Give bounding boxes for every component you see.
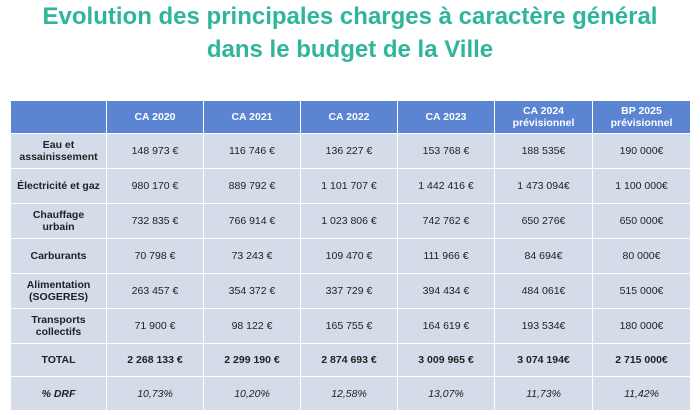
table-cell: 148 973 € [106, 133, 204, 169]
title-line-2: dans le budget de la Ville [206, 36, 494, 63]
row-label: Carburants [10, 238, 107, 274]
table-cell: 98 122 € [203, 308, 301, 344]
table-row: Alimentation (SOGERES) 263 457 €354 372 €3… [10, 273, 691, 309]
table-cell: 337 729 € [300, 273, 398, 309]
table-cell: 732 835 € [106, 203, 204, 239]
charges-table: CA 2020 CA 2021 CA 2022 CA 2023 CA 2024 prévi… [10, 100, 691, 411]
table-cell: 2 715 000€ [592, 343, 691, 377]
page-title: Evolution des principales charges à cara… [0, 0, 700, 66]
column-header: CA 2023 [397, 100, 495, 134]
table-cell: 109 470 € [300, 238, 398, 274]
table-cell: 116 746 € [203, 133, 301, 169]
table-cell: 484 061€ [494, 273, 593, 309]
table-cell: 766 914 € [203, 203, 301, 239]
column-header: CA 2024 prévisionnel [494, 100, 593, 134]
row-label: TOTAL [10, 343, 107, 377]
table-cell: 1 442 416 € [397, 168, 495, 204]
table-cell: 1 100 000€ [592, 168, 691, 204]
table-cell: 164 619 € [397, 308, 495, 344]
column-header: CA 2020 [106, 100, 204, 134]
header-corner [10, 100, 107, 134]
table-cell: 394 434 € [397, 273, 495, 309]
table-cell: 70 798 € [106, 238, 204, 274]
table-cell: 71 900 € [106, 308, 204, 344]
table-row: Électricité et gaz 980 170 €889 792 €1 10… [10, 168, 691, 204]
table-body: Eau et assainissement 148 973 €116 746 €13… [10, 133, 691, 411]
table-cell: 12,58% [300, 376, 398, 411]
row-label: Eau et assainissement [10, 133, 107, 169]
row-label: Électricité et gaz [10, 168, 107, 204]
drf-row: % DRF 10,73% 10,20% 12,58% 13,07% 11,73% 11,42… [10, 376, 691, 411]
table-cell: 188 535€ [494, 133, 593, 169]
table-cell: 136 227 € [300, 133, 398, 169]
row-label: Chauffage urbain [10, 203, 107, 239]
table-cell: 165 755 € [300, 308, 398, 344]
table-cell: 2 874 693 € [300, 343, 398, 377]
table-cell: 742 762 € [397, 203, 495, 239]
table-row: Eau et assainissement 148 973 €116 746 €13… [10, 133, 691, 169]
table-cell: 515 000€ [592, 273, 691, 309]
table-cell: 80 000€ [592, 238, 691, 274]
title-line-1: Evolution des principales charges à cara… [42, 3, 658, 30]
table-cell: 11,42% [592, 376, 691, 411]
table-cell: 13,07% [397, 376, 495, 411]
table-row: Carburants 70 798 €73 243 €109 470 €111 9… [10, 238, 691, 274]
table-cell: 153 768 € [397, 133, 495, 169]
table-cell: 650 000€ [592, 203, 691, 239]
table-cell: 3 009 965 € [397, 343, 495, 377]
row-label: Transports collectifs [10, 308, 107, 344]
column-header: BP 2025 prévisionnel [592, 100, 691, 134]
table-cell: 190 000€ [592, 133, 691, 169]
table-cell: 354 372 € [203, 273, 301, 309]
table-cell: 11,73% [494, 376, 593, 411]
table-row: Transports collectifs 71 900 €98 122 €165 … [10, 308, 691, 344]
table-cell: 2 268 133 € [106, 343, 204, 377]
table-cell: 650 276€ [494, 203, 593, 239]
table-cell: 111 966 € [397, 238, 495, 274]
table-cell: 980 170 € [106, 168, 204, 204]
column-header: CA 2022 [300, 100, 398, 134]
column-header: CA 2021 [203, 100, 301, 134]
table-cell: 73 243 € [203, 238, 301, 274]
table-cell: 180 000€ [592, 308, 691, 344]
table-cell: 84 694€ [494, 238, 593, 274]
table-cell: 10,73% [106, 376, 204, 411]
table-cell: 10,20% [203, 376, 301, 411]
table-cell: 3 074 194€ [494, 343, 593, 377]
table-cell: 193 534€ [494, 308, 593, 344]
row-label: % DRF [10, 376, 107, 411]
table-cell: 889 792 € [203, 168, 301, 204]
table-cell: 2 299 190 € [203, 343, 301, 377]
header-row: CA 2020 CA 2021 CA 2022 CA 2023 CA 2024 prévi… [10, 100, 691, 134]
table-row: Chauffage urbain 732 835 €766 914 €1 023 8… [10, 203, 691, 239]
table-cell: 1 101 707 € [300, 168, 398, 204]
row-label: Alimentation (SOGERES) [10, 273, 107, 309]
table-cell: 1 023 806 € [300, 203, 398, 239]
table-cell: 1 473 094€ [494, 168, 593, 204]
total-row: TOTAL 2 268 133 €2 299 190 €2 874 693 €3 … [10, 343, 691, 377]
table-cell: 263 457 € [106, 273, 204, 309]
